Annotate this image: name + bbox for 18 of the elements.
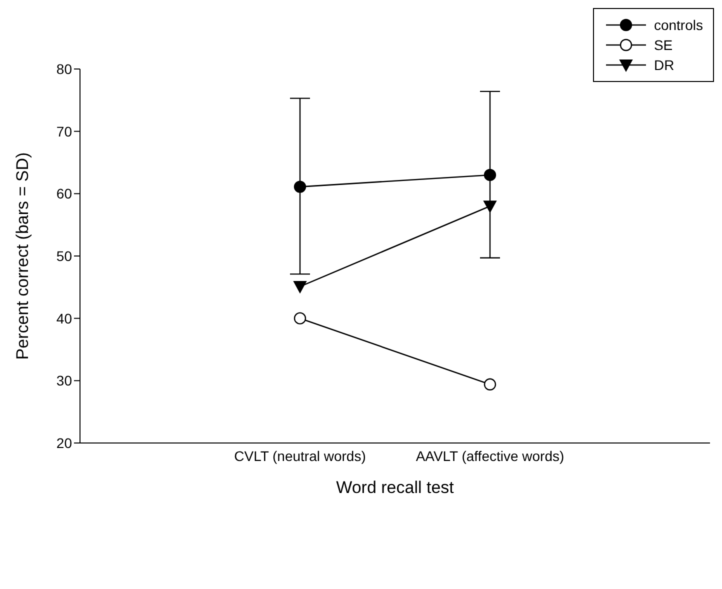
y-tick-label: 80 <box>56 60 72 77</box>
x-tick-label: AAVLT (affective words) <box>416 448 564 464</box>
point <box>294 312 306 324</box>
x-axis-title: Word recall test <box>336 478 454 497</box>
y-tick-label: 60 <box>56 186 72 202</box>
point <box>484 378 496 391</box>
y-tick-label: 30 <box>56 372 72 389</box>
y-tick-label: 70 <box>56 123 72 140</box>
legend-label: controls <box>654 17 703 33</box>
point <box>294 180 306 193</box>
y-axis-title: Percent correct (bars = SD) <box>13 152 32 360</box>
y-tick-label: 50 <box>56 248 72 264</box>
legend-label: SE <box>654 37 673 53</box>
point <box>484 168 496 182</box>
legend-label: DR <box>654 57 674 73</box>
y-tick-label: 40 <box>56 310 72 326</box>
y-tick-label: 20 <box>56 434 72 451</box>
x-tick-label: CVLT (neutral words) <box>234 448 366 464</box>
